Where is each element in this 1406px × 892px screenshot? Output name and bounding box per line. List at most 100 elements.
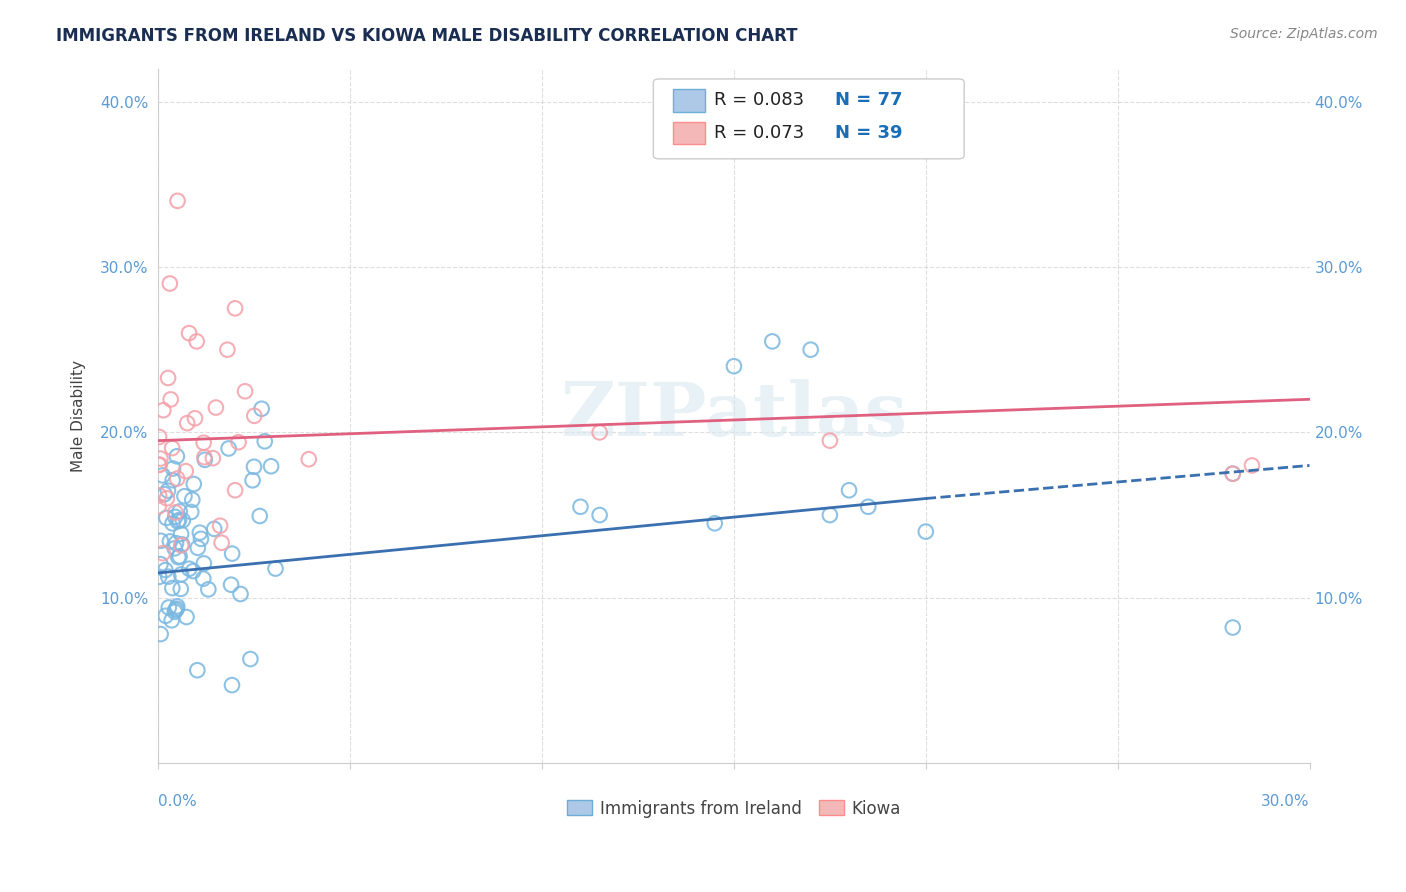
Point — [148, 500, 170, 514]
Point — [162, 461, 184, 475]
Point — [218, 442, 240, 456]
Point — [155, 511, 177, 525]
Point — [183, 477, 205, 491]
Point — [193, 435, 215, 450]
Point — [166, 514, 188, 528]
Point — [186, 334, 208, 349]
Point — [160, 441, 183, 455]
Point — [149, 627, 172, 641]
Point — [148, 488, 170, 502]
Text: Source: ZipAtlas.com: Source: ZipAtlas.com — [1230, 27, 1378, 41]
Point — [174, 464, 197, 478]
Point — [838, 483, 860, 498]
Point — [233, 384, 256, 399]
Point — [723, 359, 745, 374]
Point — [170, 527, 193, 541]
Point — [569, 500, 592, 514]
Point — [170, 582, 193, 596]
Point — [172, 537, 194, 551]
Point — [165, 536, 187, 550]
Point — [190, 532, 212, 546]
Point — [201, 451, 224, 466]
Point — [152, 468, 174, 483]
Point — [155, 563, 177, 577]
Point — [157, 371, 180, 385]
Point — [165, 510, 187, 524]
Text: N = 39: N = 39 — [835, 124, 903, 143]
FancyBboxPatch shape — [673, 122, 706, 145]
Point — [229, 587, 252, 601]
Text: IMMIGRANTS FROM IRELAND VS KIOWA MALE DISABILITY CORRELATION CHART: IMMIGRANTS FROM IRELAND VS KIOWA MALE DI… — [56, 27, 797, 45]
FancyBboxPatch shape — [654, 78, 965, 159]
Point — [239, 652, 262, 666]
Point — [219, 577, 242, 591]
Point — [148, 570, 170, 584]
Point — [172, 513, 194, 527]
Point — [224, 483, 246, 498]
Point — [163, 605, 186, 619]
Point — [264, 561, 287, 575]
Point — [169, 504, 191, 518]
Point — [243, 409, 266, 423]
Point — [209, 518, 232, 533]
Point — [167, 513, 190, 527]
Point — [818, 508, 841, 522]
Point — [179, 562, 201, 576]
Point — [169, 549, 191, 564]
Point — [193, 557, 215, 571]
Point — [170, 567, 193, 582]
Point — [156, 491, 179, 506]
Point — [260, 459, 283, 474]
Point — [157, 600, 180, 615]
Point — [217, 343, 239, 357]
Text: 0.0%: 0.0% — [159, 794, 197, 809]
Point — [166, 599, 188, 614]
Point — [149, 557, 172, 571]
Point — [1222, 467, 1244, 481]
Point — [149, 533, 172, 548]
Point — [193, 572, 215, 586]
Point — [173, 489, 195, 503]
Point — [181, 564, 204, 578]
Point — [162, 473, 184, 487]
Point — [163, 541, 186, 556]
Point — [224, 301, 246, 316]
Text: R = 0.073: R = 0.073 — [714, 124, 804, 143]
Point — [194, 453, 217, 467]
Text: R = 0.083: R = 0.083 — [714, 92, 804, 110]
Point — [1222, 620, 1244, 634]
FancyBboxPatch shape — [673, 89, 706, 112]
Point — [156, 483, 179, 498]
Point — [177, 326, 200, 340]
Point — [197, 582, 219, 597]
Point — [588, 425, 610, 440]
Point — [193, 450, 215, 465]
Point — [159, 534, 181, 549]
Text: N = 77: N = 77 — [835, 92, 903, 110]
Point — [166, 194, 188, 208]
Point — [180, 505, 202, 519]
Point — [703, 516, 725, 531]
Point — [148, 430, 170, 444]
Point — [149, 451, 172, 466]
Point — [153, 487, 176, 501]
Point — [228, 435, 250, 450]
Point — [1240, 458, 1263, 473]
Point — [167, 550, 190, 565]
Point — [298, 452, 321, 467]
Point — [166, 472, 188, 486]
Point — [152, 403, 174, 417]
Point — [221, 547, 243, 561]
Point — [176, 610, 198, 624]
Point — [588, 508, 610, 522]
Point — [159, 392, 181, 407]
Point — [250, 401, 273, 416]
Point — [202, 522, 225, 536]
Point — [221, 678, 243, 692]
Point — [162, 581, 184, 595]
Point — [176, 416, 198, 430]
Point — [184, 411, 207, 425]
Point — [170, 538, 193, 552]
Point — [166, 601, 188, 615]
Point — [914, 524, 936, 539]
